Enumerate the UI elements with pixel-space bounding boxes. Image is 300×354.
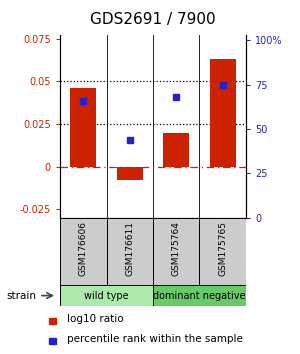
Bar: [60, 218, 106, 285]
Text: GSM175765: GSM175765: [218, 221, 227, 276]
Bar: [153, 285, 246, 306]
Bar: [210, 59, 236, 167]
Bar: [49, 318, 56, 324]
Text: GSM175764: GSM175764: [172, 221, 181, 276]
Text: wild type: wild type: [84, 291, 129, 301]
Bar: [70, 88, 96, 167]
Text: percentile rank within the sample: percentile rank within the sample: [67, 333, 242, 343]
Text: log10 ratio: log10 ratio: [67, 314, 123, 324]
Text: GDS2691 / 7900: GDS2691 / 7900: [90, 12, 216, 27]
Bar: [49, 338, 56, 344]
Text: GSM176611: GSM176611: [125, 221, 134, 276]
Bar: [164, 132, 189, 167]
Bar: [200, 218, 246, 285]
Bar: [60, 285, 153, 306]
Bar: [153, 218, 200, 285]
Text: strain: strain: [6, 291, 36, 301]
Bar: [117, 167, 142, 180]
Text: dominant negative: dominant negative: [153, 291, 246, 301]
Text: GSM176606: GSM176606: [79, 221, 88, 276]
Bar: [106, 218, 153, 285]
